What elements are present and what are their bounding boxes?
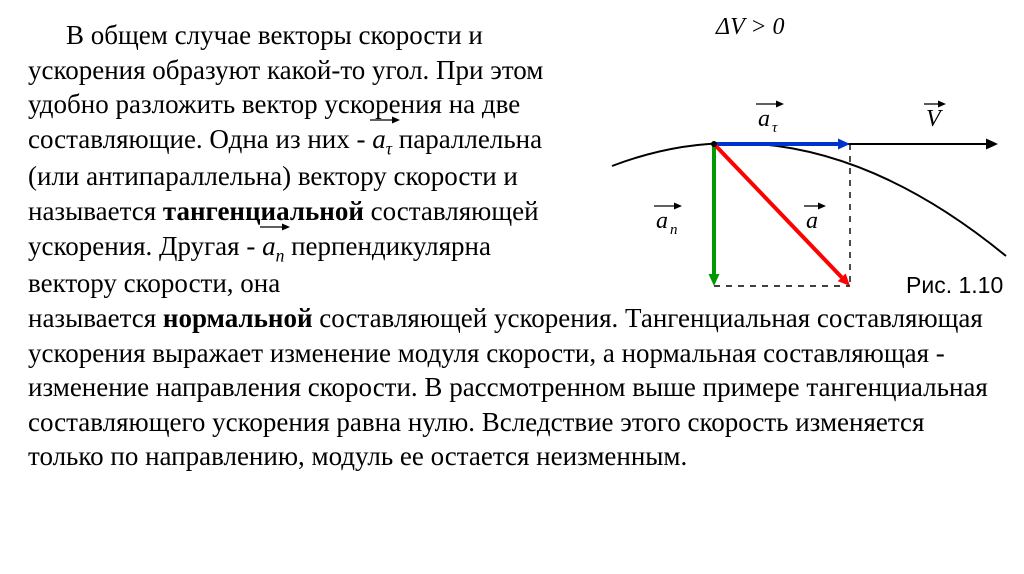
svg-text:τ: τ [772, 120, 778, 136]
figure-caption: Рис. 1.10 [906, 272, 1003, 299]
delta-v-label: ΔV > 0 [716, 14, 785, 41]
p2-a: называется [28, 303, 163, 333]
bold-normal: нормальной [163, 303, 313, 333]
figure-svg: aτVaпa [606, 8, 1008, 304]
a-n-symbol: an [262, 229, 284, 267]
bold-tangential: тангенциальной [163, 196, 364, 226]
paragraph-2: называется нормальной составляющей ускор… [28, 301, 988, 474]
svg-text:a: a [806, 208, 818, 234]
a-tau-symbol: aτ [372, 122, 392, 160]
page: В общем случае векторы скорости и ускоре… [0, 0, 1024, 574]
svg-text:a: a [758, 106, 770, 132]
paragraph-1: В общем случае векторы скорости и ускоре… [28, 18, 558, 301]
svg-text:V: V [926, 106, 943, 132]
figure: ΔV > 0 aτVaпa Рис. 1.10 [606, 8, 1008, 304]
svg-text:п: п [670, 222, 678, 238]
svg-text:a: a [656, 208, 668, 234]
